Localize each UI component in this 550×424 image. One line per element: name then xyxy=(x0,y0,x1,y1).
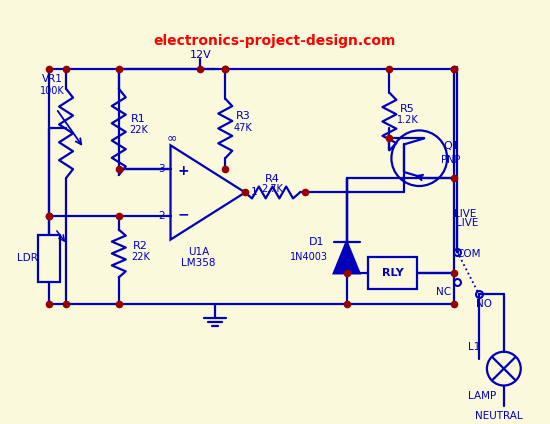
Text: electronics-project-design.com: electronics-project-design.com xyxy=(154,34,396,48)
Text: NEUTRAL: NEUTRAL xyxy=(475,411,522,421)
Text: COM: COM xyxy=(456,249,481,259)
Text: 12V: 12V xyxy=(190,50,211,60)
Text: PNP: PNP xyxy=(442,155,461,165)
Text: Q1: Q1 xyxy=(443,141,459,151)
Text: +: + xyxy=(178,164,189,178)
Text: D1: D1 xyxy=(309,237,324,247)
Text: NC: NC xyxy=(436,287,450,297)
Text: R5: R5 xyxy=(400,103,415,114)
Text: 22K: 22K xyxy=(129,126,148,135)
Text: LIVE: LIVE xyxy=(454,209,476,219)
Text: R2: R2 xyxy=(133,240,148,251)
Text: LIVE: LIVE xyxy=(456,218,478,228)
Text: 1.2K: 1.2K xyxy=(397,115,418,126)
Text: VR1: VR1 xyxy=(42,74,63,84)
Text: NO: NO xyxy=(476,299,492,309)
Text: −: − xyxy=(178,207,189,221)
Text: 22K: 22K xyxy=(131,252,150,262)
Text: 3: 3 xyxy=(158,164,165,174)
Polygon shape xyxy=(334,242,360,273)
Text: LDR: LDR xyxy=(17,254,38,263)
Text: 1: 1 xyxy=(251,187,257,198)
Text: 2.7K: 2.7K xyxy=(262,184,283,195)
Text: U1A: U1A xyxy=(188,246,209,257)
Text: ∞: ∞ xyxy=(166,131,177,144)
Text: 1N4003: 1N4003 xyxy=(290,252,328,262)
Text: R1: R1 xyxy=(131,114,146,123)
Text: R3: R3 xyxy=(236,111,251,120)
Text: 100K: 100K xyxy=(40,86,64,96)
Text: LM358: LM358 xyxy=(181,258,216,268)
Text: 47K: 47K xyxy=(234,123,252,134)
FancyBboxPatch shape xyxy=(38,234,60,282)
Text: L1: L1 xyxy=(468,342,480,352)
FancyBboxPatch shape xyxy=(367,257,417,289)
Text: 2: 2 xyxy=(158,211,165,221)
Text: R4: R4 xyxy=(265,173,280,184)
Text: RLY: RLY xyxy=(382,268,403,278)
Text: LAMP: LAMP xyxy=(468,391,496,402)
